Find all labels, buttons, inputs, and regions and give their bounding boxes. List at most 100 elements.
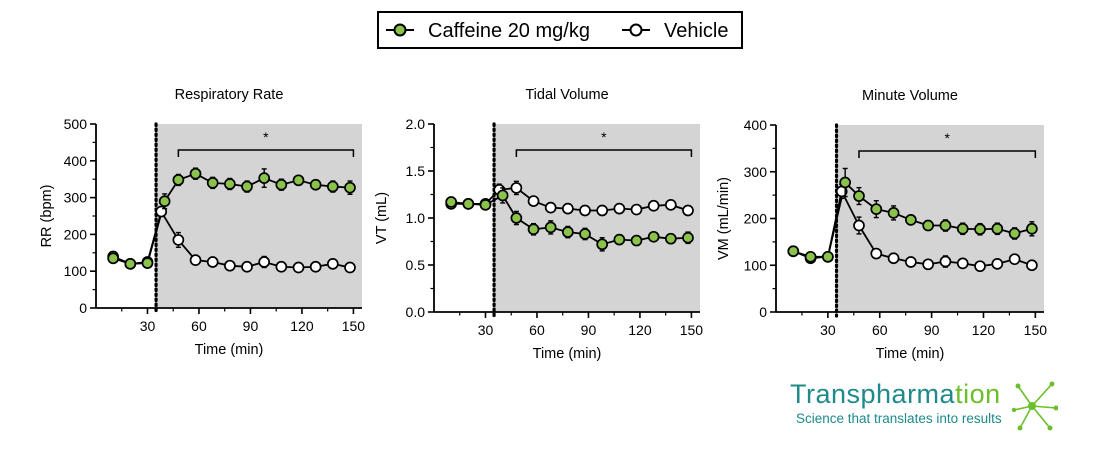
rr-caffeine-data-point xyxy=(344,181,356,194)
vt-caffeine-data-point xyxy=(562,226,574,238)
rr-vehicle-data-point xyxy=(189,254,202,267)
vm-caffeine-data-point xyxy=(922,219,935,232)
vm-y-tick-label: 200 xyxy=(744,211,768,227)
rr-caffeine-data-point xyxy=(241,180,253,193)
rr-caffeine-data-point xyxy=(124,257,137,270)
vm-vehicle-data-point xyxy=(974,260,986,273)
rr-caffeine-data-point xyxy=(309,178,322,191)
legend-marker-caffeine xyxy=(393,23,407,37)
rr-chart-title: Respiratory Rate xyxy=(175,87,284,103)
rr-caffeine-data-point xyxy=(292,174,305,187)
rr-x-axis-label: Time (min) xyxy=(195,342,264,358)
vt-vehicle-data-point xyxy=(544,201,557,214)
legend: Caffeine 20 mg/kg Vehicle xyxy=(377,11,743,49)
vt-caffeine-data-point xyxy=(596,238,609,251)
rr-x-tick-label: 60 xyxy=(191,318,207,334)
vm-y-tick-label: 0 xyxy=(759,304,767,320)
vm-caffeine-data-point xyxy=(956,222,969,235)
rr-shaded-region xyxy=(156,124,362,308)
rr-caffeine-data-point xyxy=(275,178,288,191)
vm-vehicle-data-point xyxy=(991,257,1004,270)
rr-caffeine-data-point xyxy=(326,180,339,193)
vm-y-tick-label: 100 xyxy=(744,257,768,273)
rr-caffeine-data-point xyxy=(107,252,120,265)
rr-caffeine-data-point xyxy=(206,177,219,189)
logo-wordmark: Transpharmation xyxy=(790,378,1001,410)
vt-caffeine-data-point xyxy=(479,198,492,211)
vm-caffeine-data-point xyxy=(787,245,800,258)
vt-caffeine-data-point xyxy=(664,232,677,245)
vt-significance-label: * xyxy=(601,129,607,145)
vt-caffeine-data-point xyxy=(462,198,475,210)
vm-chart-title: Minute Volume xyxy=(862,88,958,104)
vt-x-tick-label: 150 xyxy=(680,322,704,338)
vm-x-tick-label: 150 xyxy=(1024,322,1048,338)
vt-x-tick-label: 90 xyxy=(581,322,597,338)
vm-caffeine-data-point xyxy=(939,219,952,232)
chart-tidal-volume: 0.0 0.5 1.0 1.5 2.0 30 60 90 120 150 Tidal Volume T… xyxy=(374,87,703,362)
vm-x-axis-label: Time (min) xyxy=(876,346,945,362)
vm-y-axis-label: VM (mL/min) xyxy=(716,177,732,260)
vm-caffeine-data-point xyxy=(853,190,865,202)
vt-caffeine-data-point xyxy=(496,189,509,202)
rr-vehicle-data-point xyxy=(344,261,356,274)
rr-x-tick-label: 30 xyxy=(140,318,156,334)
vm-x-tick-label: 120 xyxy=(972,322,996,338)
vt-x-tick-label: 60 xyxy=(529,322,545,338)
rr-y-tick-label: 100 xyxy=(64,263,88,279)
vm-x-tick-label: 30 xyxy=(820,322,836,338)
vt-y-tick-label: 0.0 xyxy=(406,304,426,320)
rr-vehicle-data-point xyxy=(224,259,236,272)
vm-caffeine-data-point xyxy=(804,250,817,263)
vt-x-tick-label: 120 xyxy=(628,322,652,338)
vt-vehicle-data-point xyxy=(579,204,591,217)
vm-vehicle-data-point xyxy=(1026,259,1038,272)
vm-caffeine-data-point xyxy=(822,250,834,263)
vt-vehicle-data-point xyxy=(510,182,523,194)
chart-minute-volume: 0 100 200 300 400 30 60 90 120 150 Minute Volume Ti… xyxy=(716,88,1047,362)
vm-vehicle-data-point xyxy=(853,219,865,232)
vm-vehicle-data-point xyxy=(905,256,917,268)
logo-wordmark-part2: tion xyxy=(955,379,1001,409)
rr-vehicle-data-point xyxy=(309,260,322,273)
rr-caffeine-data-point xyxy=(224,178,236,190)
vm-vehicle-data-point xyxy=(939,255,952,268)
vm-significance-bracket xyxy=(858,150,1037,158)
rr-caffeine-data-point xyxy=(158,195,171,208)
vm-caffeine-data-point xyxy=(974,223,986,236)
vm-vehicle-data-point xyxy=(887,252,900,265)
vt-caffeine-data-point xyxy=(613,233,626,246)
vt-y-tick-label: 2.0 xyxy=(406,116,426,132)
vm-caffeine-data-point xyxy=(991,222,1004,235)
vt-y-axis-label: VT (mL) xyxy=(374,192,390,244)
molecule-icon xyxy=(1012,381,1058,431)
vm-caffeine-data-point xyxy=(839,176,852,189)
vt-x-axis-label: Time (min) xyxy=(533,346,602,362)
vm-vehicle-data-point xyxy=(922,258,935,271)
rr-significance-label: * xyxy=(263,129,269,145)
vt-vehicle-data-point xyxy=(630,203,643,216)
legend-label-caffeine: Caffeine 20 mg/kg xyxy=(428,20,590,42)
logo-wordmark-part1: Transpharma xyxy=(790,379,956,409)
vm-caffeine-data-point xyxy=(1008,227,1021,240)
vt-caffeine-data-point xyxy=(579,228,591,240)
vt-caffeine-data-point xyxy=(647,230,660,243)
rr-x-tick-label: 120 xyxy=(290,318,314,334)
vm-caffeine-data-point xyxy=(870,203,883,215)
rr-y-tick-label: 300 xyxy=(64,190,88,206)
vt-caffeine-data-point xyxy=(445,196,458,208)
chart-respiratory-rate: 0 100 200 300 400 500 30 60 90 120 150 Respiratory … xyxy=(39,87,365,358)
rr-vehicle-data-point xyxy=(206,256,219,268)
rr-caffeine-data-point xyxy=(172,174,185,186)
rr-vehicle-data-point xyxy=(258,256,271,268)
logo-tagline: Science that translates into results xyxy=(796,411,1002,426)
rr-vehicle-data-point xyxy=(172,234,185,246)
vt-vehicle-data-point xyxy=(527,195,540,207)
rr-caffeine-data-point xyxy=(258,172,271,184)
rr-vehicle-data-point xyxy=(275,260,288,273)
rr-vehicle-data-point xyxy=(326,257,339,270)
vt-vehicle-data-point xyxy=(682,204,694,217)
legend-box xyxy=(377,11,743,49)
vt-caffeine-data-point xyxy=(630,234,643,247)
